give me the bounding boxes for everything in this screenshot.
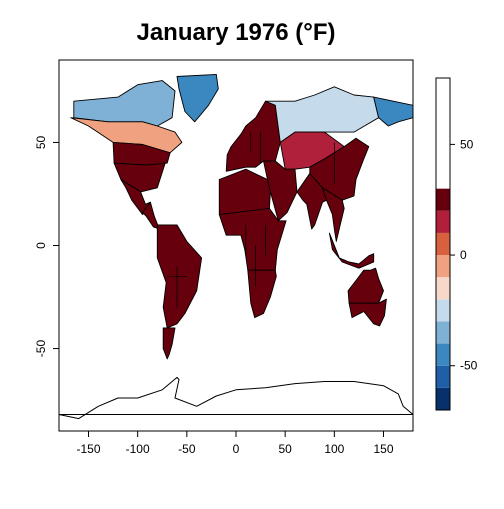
colorbar-swatch [436,365,450,388]
x-tick-label: -150 [76,442,100,456]
colorbar-swatch [436,321,450,344]
map-title: January 1976 (°F) [136,19,335,46]
region-southern-usa [113,162,166,193]
colorbar-swatch [436,387,450,410]
colorbar-swatch [436,210,450,233]
region-antarctica [58,376,414,420]
y-tick-label: 0 [34,242,48,249]
country-borders [167,132,335,308]
colorbar-tick-label: -50 [460,359,478,373]
x-axis: -150 -100 -50 0 50 100 150 [76,431,394,456]
region-indonesia [328,232,375,269]
colorbar-tick-label: 0 [460,248,467,262]
colorbar-swatch [436,343,450,366]
colorbar-swatch [436,188,450,211]
region-southeast-asia [322,187,345,242]
x-tick-label: 150 [373,442,393,456]
region-patagonia [162,327,176,360]
x-tick-label: 100 [324,442,344,456]
colorbar-swatch [436,255,450,278]
x-tick-label: 0 [233,442,240,456]
colorbar-swatch [436,277,450,300]
region-southern-canada [70,117,183,154]
x-tick-label: -50 [178,442,196,456]
colorbar-swatch [436,299,450,322]
y-axis: 50 0 -50 [34,135,59,357]
region-central-africa [218,207,287,271]
y-tick-label: -50 [34,340,48,358]
colorbar-swatch [436,232,450,256]
region-northern-canada [73,80,176,127]
region-middle-east [263,160,298,222]
map-layer [58,73,414,420]
region-southern-australia [348,298,387,327]
region-eastern-siberia [373,96,414,127]
region-northern-australia [347,267,384,304]
region-southern-africa [247,269,277,319]
region-greenland [176,73,219,123]
x-tick-label: -100 [126,442,150,456]
colorbar-frame [435,77,451,411]
colorbar-tick-label: 50 [460,137,474,151]
y-tick-label: 50 [34,135,48,149]
colorbar-legend: 50 0 -50 [435,77,478,411]
x-tick-label: 50 [278,442,292,456]
